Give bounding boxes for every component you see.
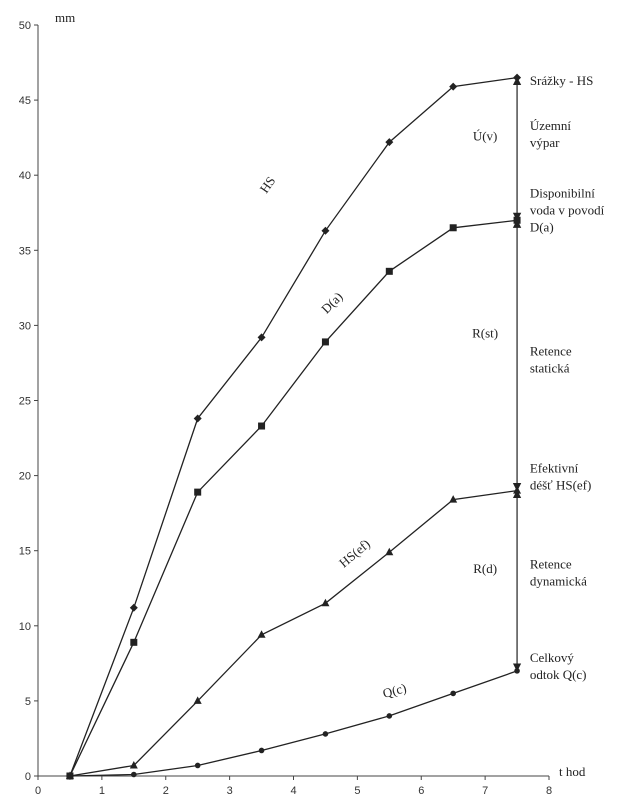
series-line xyxy=(69,76,518,777)
series-line xyxy=(69,219,518,777)
annotation: Efektivní déšť HS(ef) xyxy=(530,461,592,493)
series-label: D(a) xyxy=(318,289,345,316)
data-point xyxy=(193,696,202,704)
series-label: Q(c) xyxy=(381,680,408,701)
data-point xyxy=(67,773,73,779)
y-tick-label: 25 xyxy=(19,396,31,408)
series-line xyxy=(69,489,518,777)
data-point xyxy=(257,333,266,342)
y-tick-label: 0 xyxy=(25,771,31,783)
x-tick-label: 6 xyxy=(418,785,424,797)
y-tick-label: 30 xyxy=(19,320,31,332)
annotation: Retence statická xyxy=(530,343,572,375)
annotation: Srážky - HS xyxy=(530,73,594,88)
x-tick-label: 7 xyxy=(482,785,488,797)
y-axis-label: mm xyxy=(55,10,75,25)
y-tick-label: 5 xyxy=(25,696,31,708)
data-point xyxy=(449,82,458,91)
series-markers xyxy=(65,73,522,780)
data-point xyxy=(130,638,138,646)
annotation: Disponibilní voda v povodí D(a) xyxy=(530,186,605,235)
annotation: Územní výpar xyxy=(530,118,572,150)
data-point xyxy=(131,771,137,778)
y-tick-label: 40 xyxy=(19,170,31,182)
annotation-line: déšť HS(ef) xyxy=(530,478,592,493)
annotation-line: Celkový xyxy=(530,650,575,665)
data-point xyxy=(258,747,265,754)
series-label: HS xyxy=(257,174,279,196)
series-lines xyxy=(69,76,518,777)
data-point xyxy=(385,267,393,275)
annotation: Celkový odtok Q(c) xyxy=(530,650,587,682)
span-label: R(d) xyxy=(473,561,497,576)
data-point xyxy=(194,762,201,769)
data-point xyxy=(257,630,266,638)
data-point xyxy=(322,731,329,737)
data-point xyxy=(450,690,456,697)
y-tick-label: 15 xyxy=(19,546,31,558)
annotation: Retence dynamická xyxy=(530,557,587,589)
x-tick-label: 0 xyxy=(35,785,41,797)
x-axis-label: t hod xyxy=(559,764,586,779)
series-label: HS(ef) xyxy=(336,536,373,570)
data-point xyxy=(385,138,394,147)
annotation-line: D(a) xyxy=(530,220,554,235)
annotation-line: Efektivní xyxy=(530,461,579,476)
labels: HS D(a) HS(ef) Q(c) Ú(v) R(st) R(d) Srážky - HS… xyxy=(257,73,605,701)
span-label: R(st) xyxy=(472,325,498,340)
y-tick-label: 20 xyxy=(19,471,31,483)
annotation-line: voda v povodí xyxy=(530,203,605,218)
x-tick-label: 5 xyxy=(354,785,360,797)
annotation-line: Retence xyxy=(530,557,572,572)
annotation-line: dynamická xyxy=(530,574,587,589)
data-point xyxy=(193,414,202,423)
annotation-line: Územní xyxy=(530,118,572,133)
x-tick-label: 2 xyxy=(163,785,169,797)
y-tick-label: 10 xyxy=(19,621,31,633)
data-point xyxy=(129,760,138,769)
series-line xyxy=(69,670,518,777)
x-tick-label: 3 xyxy=(227,785,233,797)
data-point xyxy=(321,338,329,346)
x-tick-label: 1 xyxy=(99,785,105,797)
annotation-line: Disponibilní xyxy=(530,186,595,201)
x-tick-label: 4 xyxy=(290,785,296,797)
annotation-line: výpar xyxy=(530,135,560,150)
data-point xyxy=(129,603,138,612)
data-point xyxy=(385,547,394,556)
data-point xyxy=(194,488,202,496)
annotation-line: Retence xyxy=(530,343,572,358)
data-point xyxy=(258,422,266,430)
data-point xyxy=(321,598,330,607)
data-point xyxy=(321,226,330,235)
y-tick-label: 45 xyxy=(19,95,31,107)
annotation-line: odtok Q(c) xyxy=(530,667,587,682)
data-point xyxy=(449,495,458,503)
y-tick-label: 35 xyxy=(19,245,31,257)
data-point xyxy=(386,713,393,719)
x-tick-label: 8 xyxy=(546,785,552,797)
y-tick-label: 50 xyxy=(19,20,31,32)
span-label: Ú(v) xyxy=(473,129,498,144)
annotation-line: statická xyxy=(530,360,570,375)
annotation-line: Srážky - HS xyxy=(530,73,594,88)
data-point xyxy=(449,224,457,232)
